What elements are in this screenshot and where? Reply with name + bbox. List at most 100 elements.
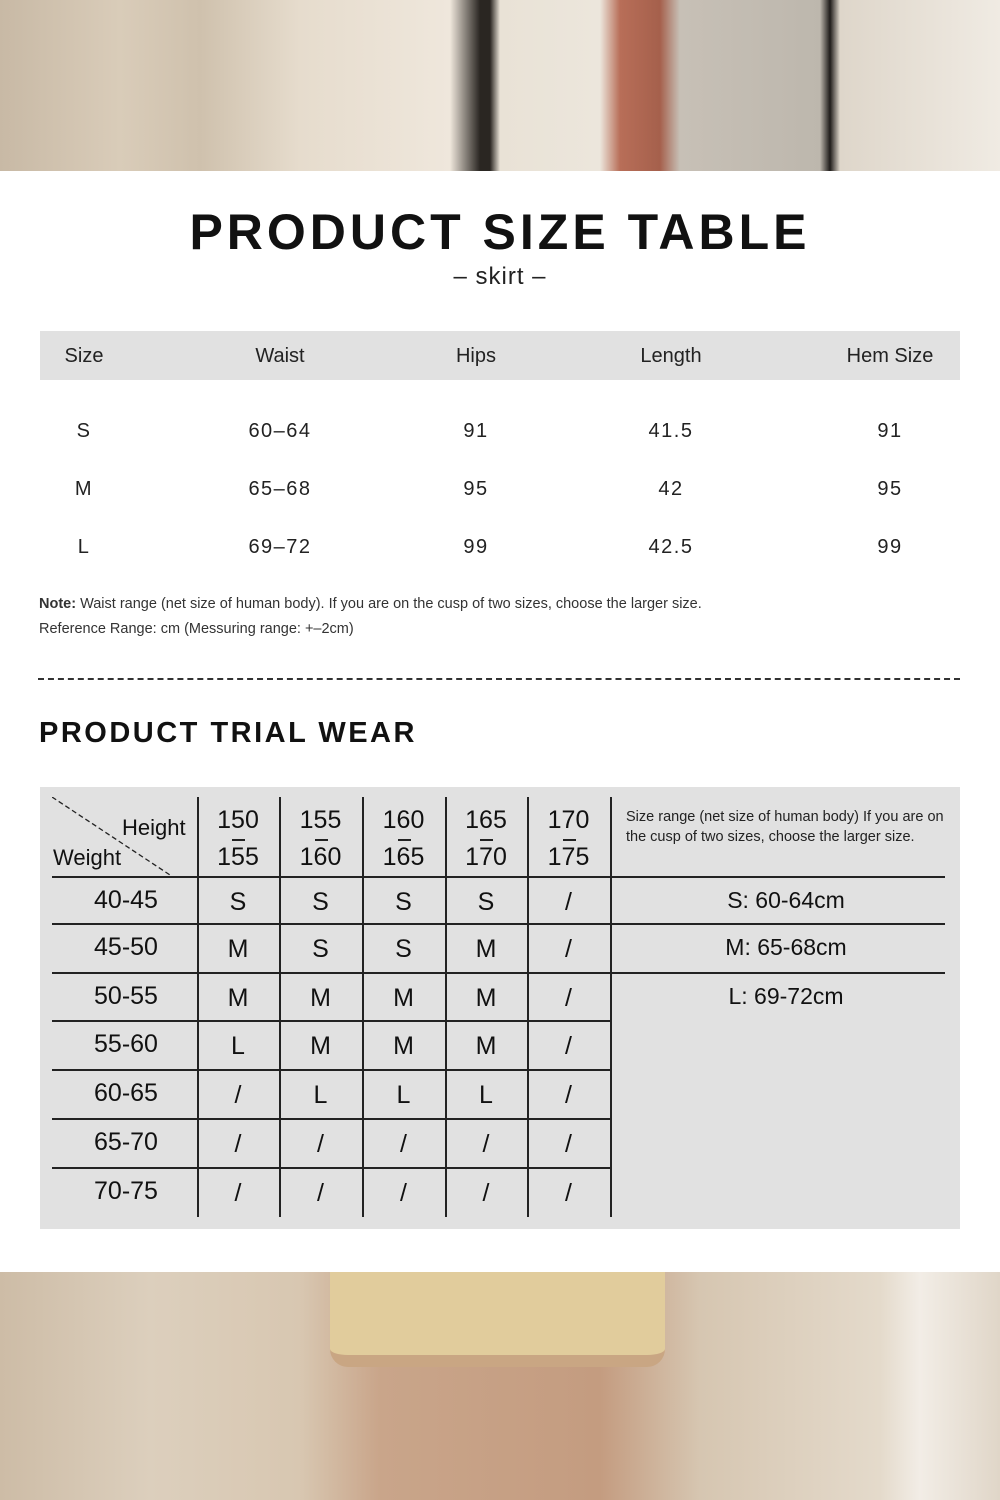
height-to: 170 [465,843,507,871]
column-header: Hips [455,345,496,367]
trial-title: PRODUCT TRIAL WEAR [39,717,417,749]
size-note: Note: Waist range (net size of human bod… [39,596,702,612]
table-cell: S [76,420,92,442]
size-cell: S [477,888,495,916]
weight-range: 50-55 [94,982,158,1010]
range-dash [314,839,328,841]
size-cell: L [396,1081,411,1109]
weight-label: Weight [53,845,122,870]
table-cell: M [74,478,94,500]
table-cell: 91 [463,420,489,442]
grid-line-horizontal [52,1167,610,1169]
weight-range: 65-70 [94,1128,158,1156]
size-cell: M [475,935,497,963]
size-range: L: 69-72cm [728,983,844,1009]
column-header: Waist [255,345,305,367]
size-cell: M [393,1032,414,1060]
height-to: 175 [547,843,590,871]
size-cell: / [317,1179,324,1207]
size-cell: / [400,1179,407,1207]
grid-line-vertical [445,797,447,1217]
grid-line-vertical [279,797,281,1217]
note-label: Note: [39,596,77,612]
size-cell: / [234,1130,242,1158]
size-cell: L [231,1032,245,1060]
size-cell: / [234,1179,242,1207]
range-dash [397,839,411,841]
range-dash [232,839,245,841]
top-photo [0,0,1000,171]
height-from: 160 [382,806,425,834]
size-cell: / [565,1032,572,1060]
size-cell: L [479,1081,493,1109]
size-range: M: 65-68cm [725,934,847,960]
reference-range: Reference Range: cm (Messuring range: +–… [39,621,354,637]
table-cell: 91 [877,420,903,442]
note-text: Waist range (net size of human body). If… [76,596,702,612]
size-cell: / [400,1130,407,1158]
weight-range: 40-45 [94,886,158,914]
height-from: 150 [217,806,259,834]
height-label: Height [122,815,186,840]
grid-line-horizontal [52,1069,610,1071]
grid-line-horizontal [52,1118,610,1120]
size-cell: S [395,888,412,916]
weight-range: 70-75 [94,1177,158,1205]
page-title: PRODUCT SIZE TABLE [189,204,811,260]
skirt-image [330,1272,665,1367]
weight-range: 55-60 [94,1030,158,1058]
size-cell: / [565,1179,572,1207]
height-to: 155 [217,843,259,871]
grid-line-vertical [197,797,199,1217]
grid-line-horizontal [52,876,945,878]
table-cell: 65–68 [248,478,312,500]
size-cell: / [317,1130,324,1158]
size-cell: / [565,888,572,916]
height-from: 155 [299,806,342,834]
size-cell: S [312,935,329,963]
size-cell: S [312,888,329,916]
size-cell: S [395,935,412,963]
table-cell: 41.5 [648,420,694,442]
table-cell: 69–72 [248,536,312,558]
weight-range: 60-65 [94,1079,158,1107]
size-cell: M [475,984,497,1012]
grid-line-vertical [610,797,612,1217]
table-cell: 95 [877,478,903,500]
size-cell: M [393,984,414,1012]
grid-line-vertical [527,797,529,1217]
table-cell: 95 [463,478,489,500]
size-cell: / [565,1081,572,1109]
weight-range: 45-50 [94,933,158,961]
size-cell: M [227,935,249,963]
divider [38,678,960,680]
size-cell: / [565,984,572,1012]
range-dash [562,839,576,841]
size-cell: M [310,1032,331,1060]
table-cell: 60–64 [248,420,312,442]
table-cell: 42.5 [648,536,694,558]
size-cell: / [482,1130,490,1158]
grid-line-horizontal [52,923,945,925]
range-dash [480,839,493,841]
grid-line-horizontal [52,1020,610,1022]
size-cell: / [482,1179,490,1207]
height-from: 170 [547,806,590,834]
trial-wear-table: Height Weight Size range (net size of hu… [40,787,960,1229]
size-cell: / [234,1081,242,1109]
size-cell: S [229,888,247,916]
size-cell: M [310,984,331,1012]
size-range: S: 60-64cm [727,887,845,913]
column-header: Length [640,345,702,367]
height-to: 165 [382,843,425,871]
column-header: Size [64,345,104,367]
size-cell: L [313,1081,328,1109]
size-cell: M [475,1032,497,1060]
height-from: 165 [465,806,507,834]
size-cell: / [565,1130,572,1158]
size-cell: M [227,984,249,1012]
table-cell: 42 [658,478,684,500]
size-table-header [40,331,960,380]
page-subtitle: – skirt – [453,263,547,290]
table-cell: 99 [877,536,903,558]
